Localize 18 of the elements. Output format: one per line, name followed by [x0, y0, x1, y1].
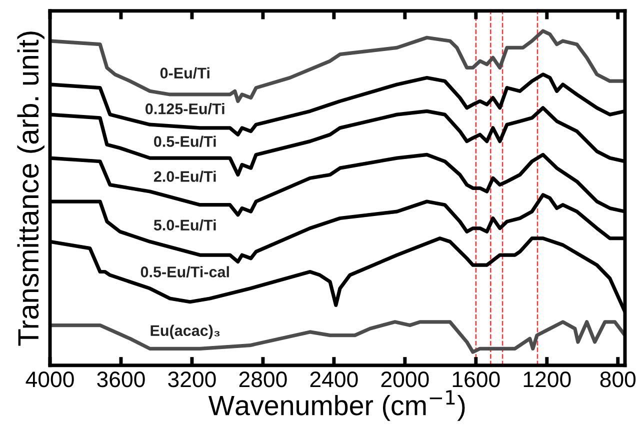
series-label: 2.0-Eu/Ti	[154, 170, 216, 182]
x-tick-label: 3200	[168, 372, 216, 388]
series-label: 0.125-Eu/Ti	[146, 103, 224, 114]
series-label: 0-Eu/Ti	[160, 67, 210, 79]
x-tick-label: 1600	[452, 372, 500, 388]
x-tick-label: 2800	[239, 372, 287, 388]
series-label: Eu(acac)₃	[150, 324, 220, 340]
x-tick-label: 2400	[310, 372, 358, 388]
y-axis-title: Transmittance (arb. unit)	[17, 32, 44, 346]
series-label: 0.5-Eu/Ti-cal	[140, 266, 229, 278]
x-tick-label: 800	[600, 372, 636, 388]
series-label: 5.0-Eu/Ti	[154, 219, 216, 231]
x-tick-label: 3600	[97, 372, 145, 388]
x-tick-label: 4000	[26, 372, 74, 388]
x-axis-title: Wavenumber (cm$^{−1}$)	[208, 390, 465, 421]
series-label: 0.5-Eu/Ti	[154, 136, 216, 148]
x-tick-label: 2000	[381, 372, 429, 388]
x-tick-label: 1200	[524, 372, 571, 388]
